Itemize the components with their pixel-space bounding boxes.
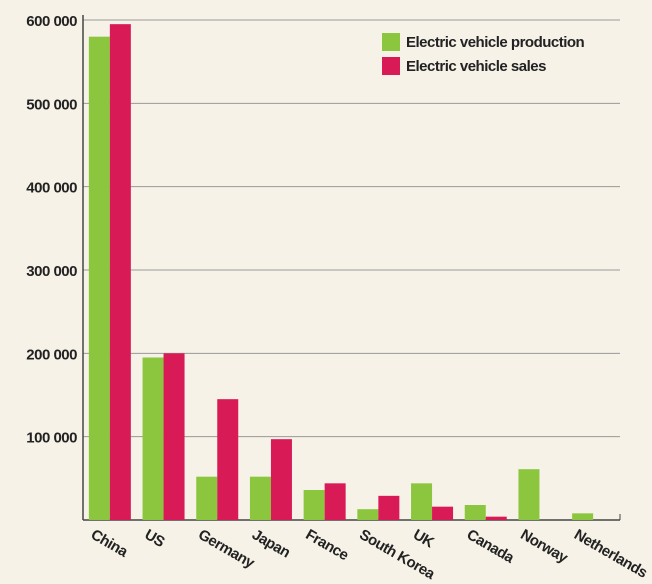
- y-tick-label: 100 000: [26, 430, 77, 447]
- bar: [378, 495, 400, 520]
- bar: [357, 509, 379, 520]
- bar: [518, 469, 540, 520]
- bar: [303, 490, 325, 520]
- x-tick-label: UK: [410, 526, 437, 551]
- x-tick-label: China: [88, 526, 131, 561]
- bar: [324, 483, 346, 520]
- bar: [432, 506, 454, 520]
- x-tick-label: US: [142, 526, 168, 551]
- legend-swatch: [382, 33, 400, 51]
- y-tick-label: 400 000: [26, 180, 77, 197]
- bar: [411, 483, 433, 520]
- bar: [196, 476, 218, 520]
- y-tick-label: 500 000: [26, 96, 77, 113]
- y-tick-label: 300 000: [26, 263, 77, 280]
- x-tick-label: France: [303, 526, 352, 564]
- legend-label: Electric vehicle production: [406, 34, 585, 51]
- bar: [572, 513, 594, 520]
- bar: [485, 516, 507, 520]
- x-tick-label: Canada: [464, 526, 518, 567]
- bar: [464, 505, 486, 520]
- legend-swatch: [382, 57, 400, 75]
- legend-label: Electric vehicle sales: [406, 58, 546, 75]
- bar: [163, 353, 185, 520]
- bar: [88, 36, 110, 521]
- x-tick-label: Germany: [195, 526, 258, 572]
- y-tick-label: 600 000: [26, 13, 77, 30]
- y-tick-label: 200 000: [26, 346, 77, 363]
- bar: [109, 24, 131, 521]
- x-tick-label: Norway: [517, 526, 571, 567]
- bar: [249, 476, 271, 520]
- bar: [142, 357, 164, 520]
- x-tick-label: Netherlands: [571, 526, 650, 581]
- bar: [217, 399, 239, 520]
- bar: [270, 439, 292, 520]
